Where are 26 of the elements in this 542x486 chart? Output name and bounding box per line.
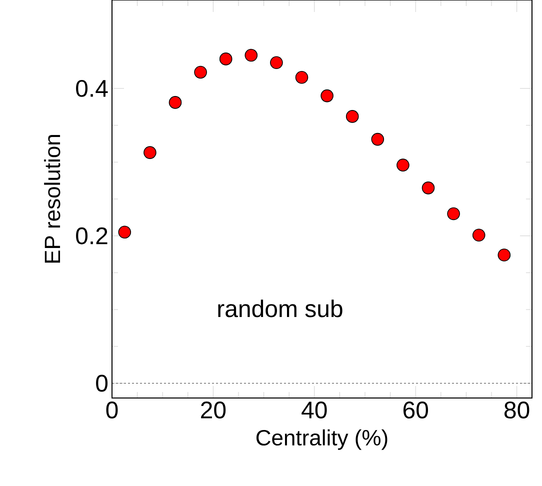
point (118, 226, 132, 239)
y-tick-label: 0.4 (76, 80, 108, 97)
point (472, 228, 486, 242)
annotation: random sub (218, 300, 342, 318)
x-tick-label: 80 (504, 402, 530, 419)
y-tick-label: 0 (96, 374, 108, 392)
x-tick-label: 40 (302, 402, 327, 419)
point (371, 132, 384, 146)
point (144, 146, 156, 159)
point (295, 70, 308, 84)
point (447, 207, 460, 220)
point (244, 48, 258, 62)
point (422, 182, 435, 194)
y-axis-title: EP resolution (44, 135, 60, 263)
point (320, 89, 334, 102)
x-tick-label: 20 (201, 402, 226, 419)
y-tick-label: 0.2 (76, 227, 108, 244)
point (168, 96, 182, 109)
point (396, 158, 410, 172)
point (346, 110, 359, 123)
x-axis-title: Centrality (%) (256, 429, 388, 450)
x-tick-label: 60 (403, 402, 428, 419)
point (194, 66, 207, 79)
point (498, 248, 511, 262)
point (219, 52, 232, 66)
point (270, 56, 283, 70)
